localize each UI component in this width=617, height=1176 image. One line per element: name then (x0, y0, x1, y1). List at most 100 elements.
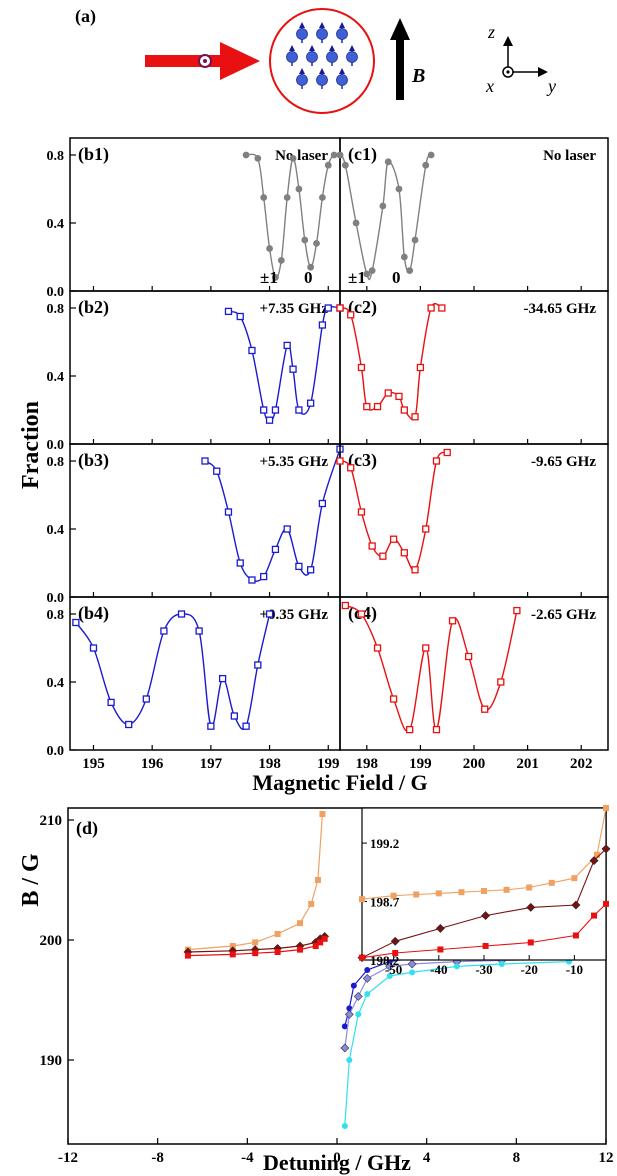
peak-label-0: 0 (304, 268, 313, 287)
peak-label-0: 0 (392, 268, 401, 287)
y-tick-label: 0.4 (47, 217, 65, 232)
data-point (265, 610, 274, 618)
panel-b2-note: +7.35 GHz (259, 301, 328, 317)
panel-b1-note: No laser (275, 148, 328, 164)
data-point (218, 674, 227, 683)
atom-0 (296, 28, 308, 40)
data-point (368, 267, 376, 274)
x-axis-dot-icon (506, 70, 510, 74)
y-tick-label: 0.8 (47, 455, 65, 470)
data-point (438, 304, 446, 312)
x-tick-label: 202 (570, 756, 593, 772)
data-point (307, 566, 315, 574)
data-point (379, 552, 387, 560)
fraction-ylabel: Fraction (18, 401, 44, 489)
data-point (283, 525, 291, 533)
panel-c3: (c3) -9.65 GHz (336, 443, 609, 598)
panel-b1: (b1) No laser 0.0 0.4 0.8 ±1 0 (47, 137, 344, 300)
data-point (336, 151, 344, 159)
inset-series-0-point (503, 886, 510, 893)
inset-x-tick-label: -50 (385, 962, 402, 977)
data-point (272, 274, 279, 281)
series-5-point (409, 969, 416, 976)
z-axis-label: z (487, 22, 495, 42)
data-point (395, 185, 403, 193)
series-5-point (386, 973, 393, 979)
series-5-point (453, 963, 460, 970)
inset-y-tick-label: 199.2 (370, 836, 399, 851)
data-point (254, 155, 262, 162)
atom-9 (336, 74, 348, 86)
data-point (307, 399, 315, 407)
panel-d-ylabel: B / G (18, 853, 44, 907)
series-2-point (321, 935, 328, 942)
data-point (271, 545, 280, 554)
inset-series-1-point (526, 902, 536, 912)
data-point (389, 535, 398, 543)
series-5-line (344, 961, 570, 1127)
data-point (213, 467, 221, 475)
data-point (260, 572, 268, 581)
y-tick-label: 0.8 (47, 608, 65, 623)
y-tick-label: 200 (40, 933, 63, 949)
data-point (357, 610, 366, 618)
inset-series-2-line (361, 903, 607, 959)
x-tick-label: 200 (463, 756, 486, 772)
y-tick-label: 0.8 (47, 149, 65, 164)
x-tick-label: 199 (317, 756, 340, 772)
x-tick-label: 195 (82, 756, 105, 772)
data-point (464, 652, 473, 661)
data-point (324, 161, 332, 169)
data-point (224, 307, 233, 316)
x-tick-label: 201 (516, 756, 539, 772)
x-tick-label: 4 (423, 1150, 431, 1166)
inset-series-1-point (481, 911, 491, 920)
data-point (363, 402, 371, 411)
panel-c2-note: -34.65 GHz (524, 301, 597, 317)
y-tick-label: 0.0 (47, 438, 65, 453)
atom-2 (336, 28, 348, 40)
data-point (72, 618, 80, 627)
data-point (432, 457, 441, 465)
x-tick-label: 8 (513, 1150, 521, 1166)
atom-spin-arrowhead (349, 45, 355, 51)
atom-spin-arrowhead (309, 45, 315, 51)
y-tick-label: 190 (40, 1053, 63, 1069)
atom-5 (326, 51, 338, 63)
inset-series-1-line (361, 848, 607, 959)
data-point (357, 508, 366, 516)
atom-spin-arrowhead (289, 45, 295, 51)
data-point (318, 321, 327, 329)
data-point (260, 194, 268, 201)
series-3-point (341, 1023, 348, 1030)
atom-spin-arrowhead (329, 45, 335, 51)
data-point (513, 606, 521, 615)
series-5-point (498, 961, 505, 967)
panel-a-label: (a) (75, 6, 96, 27)
data-point (260, 406, 268, 414)
fraction-grid: Fraction Magnetic Field / G (b1) No laser… (18, 137, 609, 795)
series-4-point (344, 1009, 354, 1019)
data-point (283, 341, 291, 350)
x-tick-label: 198 (356, 756, 379, 772)
series-0-point (308, 901, 315, 907)
series-0-point (297, 920, 304, 927)
panel-c3-note: -9.65 GHz (531, 454, 596, 470)
inset-series-0-point (435, 890, 442, 897)
data-point (379, 202, 387, 210)
y-tick-label: 0.0 (47, 285, 65, 300)
panel-d-label: (d) (76, 818, 98, 839)
data-point (336, 304, 344, 312)
series-4-point (385, 961, 395, 971)
x-tick-label: 197 (200, 756, 223, 772)
data-point (224, 508, 233, 516)
inset-series-1-point (571, 900, 581, 910)
series-2-point (229, 951, 236, 958)
data-point (341, 601, 350, 610)
data-point (242, 151, 250, 159)
data-point (427, 151, 435, 159)
data-point (107, 698, 115, 707)
panel-d-xlabel: Detuning / GHz (263, 1150, 411, 1175)
inset-series-2-point (603, 900, 609, 907)
